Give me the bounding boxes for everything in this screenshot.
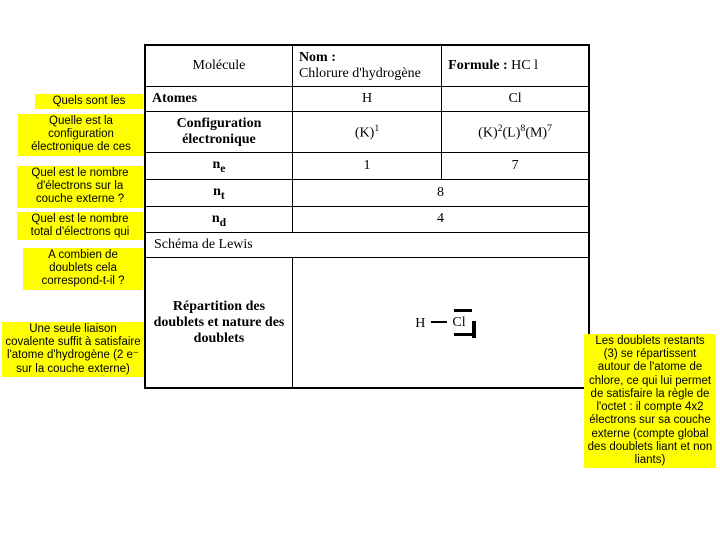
cfg-cl-s3: 7 — [547, 123, 552, 134]
note-n7: Les doublets restants (3) se répartissen… — [584, 334, 716, 468]
cell-atom-cl: Cl — [442, 87, 589, 112]
nt-sym: n — [213, 184, 221, 199]
lone-pair-top — [454, 309, 472, 312]
molecule-table: Molécule Nom : Chlorure d'hydrogène Form… — [144, 44, 590, 389]
cfg-h-pre: (K) — [355, 125, 374, 140]
row-schema: Schéma de Lewis — [145, 233, 589, 258]
formule-value: HC l — [511, 58, 538, 73]
cell-config-h: (K)1 — [292, 112, 441, 153]
row-molecule: Molécule Nom : Chlorure d'hydrogène Form… — [145, 45, 589, 87]
note-n5: A combien de doublets cela correspond-t-… — [23, 248, 143, 290]
ne-sub: e — [220, 162, 225, 175]
row-config: Configuration électronique (K)1 (K)2(L)8… — [145, 112, 589, 153]
nom-label: Nom : — [299, 50, 336, 65]
row-ne: ne 1 7 — [145, 153, 589, 180]
nd-sym: n — [212, 211, 220, 226]
cell-ne-h: 1 — [292, 153, 441, 180]
cell-molecule-label: Molécule — [145, 45, 292, 87]
lone-pair-right — [472, 321, 476, 338]
note-n2: Quelle est la configuration électronique… — [18, 114, 144, 156]
note-n3: Quel est le nombre d'électrons sur la co… — [17, 166, 143, 208]
cfg-cl-k: (K) — [478, 125, 497, 140]
nt-sub: t — [221, 189, 225, 202]
row-atomes: Atomes H Cl — [145, 87, 589, 112]
nom-value: Chlorure d'hydrogène — [299, 66, 421, 81]
nd-sub: d — [220, 215, 226, 228]
cfg-h-sup: 1 — [374, 123, 379, 134]
cell-nd-label: nd — [145, 206, 292, 233]
cell-ne-cl: 7 — [442, 153, 589, 180]
lewis-cl-text: Cl — [452, 315, 465, 330]
lewis-structure: H Cl — [415, 315, 465, 331]
lewis-cl: Cl — [452, 315, 465, 330]
cell-config-label: Configuration électronique — [145, 112, 292, 153]
cell-nom: Nom : Chlorure d'hydrogène — [292, 45, 441, 87]
cell-lewis: H Cl — [292, 258, 589, 388]
formule-label: Formule : — [448, 58, 507, 73]
lone-pair-bottom — [454, 333, 472, 336]
cell-nt-val: 8 — [292, 179, 589, 206]
lewis-h: H — [415, 316, 425, 331]
note-n4: Quel est le nombre total d'électrons qui — [17, 212, 143, 240]
cell-atomes-label: Atomes — [145, 87, 292, 112]
note-n1: Quels sont les — [35, 94, 143, 109]
cell-nd-val: 4 — [292, 206, 589, 233]
cell-config-cl: (K)2(L)8(M)7 — [442, 112, 589, 153]
row-nt: nt 8 — [145, 179, 589, 206]
cell-ne-label: ne — [145, 153, 292, 180]
cfg-cl-m: (M) — [525, 125, 547, 140]
cell-atom-h: H — [292, 87, 441, 112]
lewis-bond — [431, 321, 447, 323]
cell-nt-label: nt — [145, 179, 292, 206]
cfg-cl-l: (L) — [503, 125, 521, 140]
row-nd: nd 4 — [145, 206, 589, 233]
cell-schema-label: Schéma de Lewis — [145, 233, 589, 258]
cell-formule: Formule : HC l — [442, 45, 589, 87]
cell-doublets-label: Répartition des doublets et nature des d… — [145, 258, 292, 388]
row-lewis: Répartition des doublets et nature des d… — [145, 258, 589, 388]
note-n6: Une seule liaison covalente suffit à sat… — [2, 322, 144, 377]
